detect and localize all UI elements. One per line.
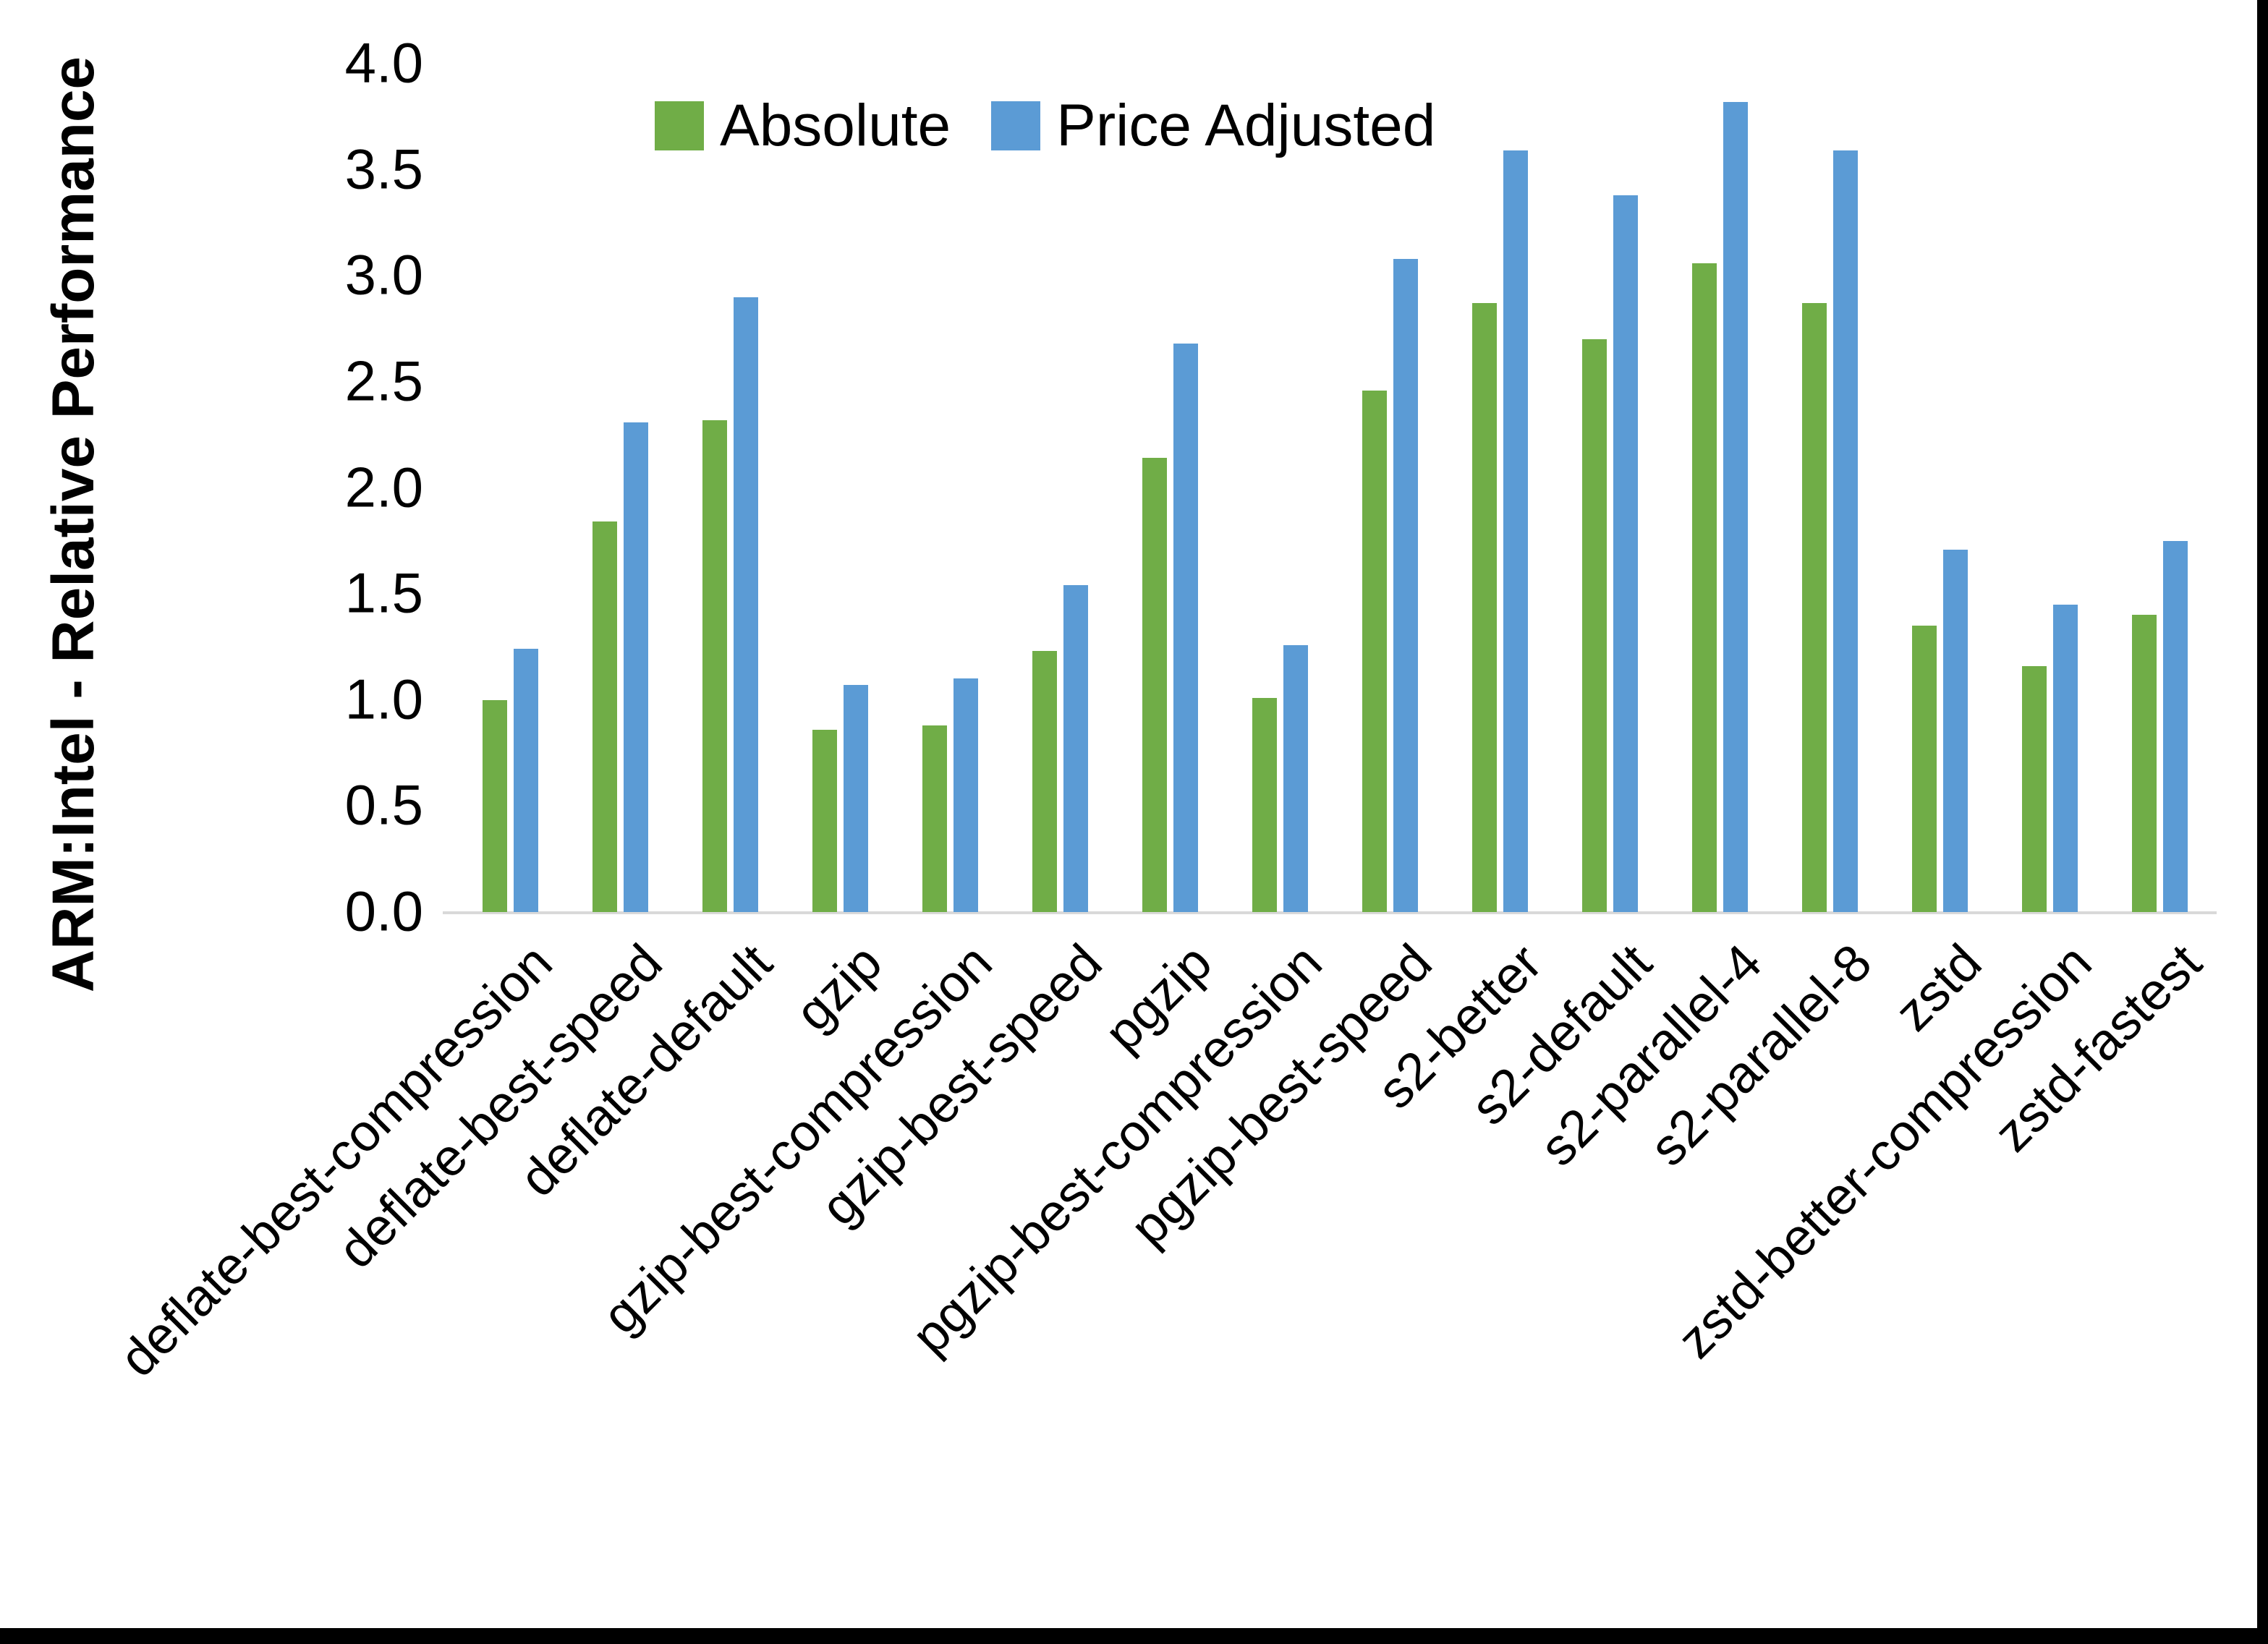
y-tick-label: 0.5 [344,773,423,838]
screen-edge-right [2257,0,2268,1644]
bar-absolute-deflate-default [702,420,727,912]
bar-price-adjusted-pgzip [1173,344,1198,912]
bar-price-adjusted-s2-better [1503,150,1528,912]
bar-absolute-pgzip-best-compression [1252,698,1277,912]
bar-absolute-deflate-best-speed [593,521,617,912]
bar-absolute-pgzip [1142,458,1167,912]
screen-edge-bottom [0,1628,2268,1644]
bar-absolute-s2-parallel-8 [1802,303,1827,912]
bar-absolute-pgzip-best-speed [1362,391,1387,912]
y-tick-label: 4.0 [344,30,423,95]
bar-price-adjusted-s2-parallel-8 [1833,150,1858,912]
y-tick-label: 2.5 [344,349,423,413]
bar-absolute-s2-default [1582,339,1607,912]
bar-price-adjusted-pgzip-best-compression [1283,645,1308,912]
y-tick-label: 3.5 [344,137,423,201]
legend-item-absolute: Absolute [655,95,951,156]
bar-price-adjusted-zstd-better-compression [2053,605,2078,912]
x-axis-label: deflate-best-compression [109,933,564,1388]
bar-price-adjusted-pgzip-best-speed [1393,259,1418,912]
bar-absolute-zstd-fastest [2132,615,2157,912]
bar-absolute-gzip-best-speed [1032,651,1057,912]
bar-price-adjusted-deflate-best-speed [624,422,648,912]
bar-price-adjusted-deflate-best-compression [514,649,538,912]
bar-price-adjusted-s2-parallel-4 [1723,102,1748,912]
legend: Absolute Price Adjusted [655,95,1435,156]
bar-absolute-gzip-best-compression [922,725,947,912]
bar-absolute-gzip [812,730,837,912]
legend-label-absolute: Absolute [720,93,951,158]
y-tick-label: 1.5 [344,561,423,625]
bar-absolute-s2-parallel-4 [1692,263,1717,912]
legend-item-price-adjusted: Price Adjusted [991,95,1435,156]
bar-absolute-deflate-best-compression [483,700,507,912]
bar-price-adjusted-gzip [844,685,868,912]
y-tick-label: 2.0 [344,455,423,519]
x-axis-line [443,911,2217,914]
legend-swatch-price-adjusted-icon [991,101,1041,150]
bar-price-adjusted-s2-default [1613,195,1638,912]
bar-absolute-s2-better [1472,303,1497,912]
bar-absolute-zstd [1912,626,1937,912]
y-tick-label: 0.0 [344,879,423,943]
y-tick-label: 3.0 [344,242,423,307]
y-tick-label: 1.0 [344,667,423,731]
legend-label-price-adjusted: Price Adjusted [1056,93,1436,158]
bar-absolute-zstd-better-compression [2022,666,2047,912]
bar-price-adjusted-gzip-best-speed [1063,585,1088,912]
bar-price-adjusted-gzip-best-compression [954,678,978,912]
bar-price-adjusted-deflate-default [734,297,758,912]
bar-price-adjusted-zstd-fastest [2163,541,2188,912]
bar-price-adjusted-zstd [1943,550,1968,912]
legend-swatch-absolute-icon [655,101,704,150]
